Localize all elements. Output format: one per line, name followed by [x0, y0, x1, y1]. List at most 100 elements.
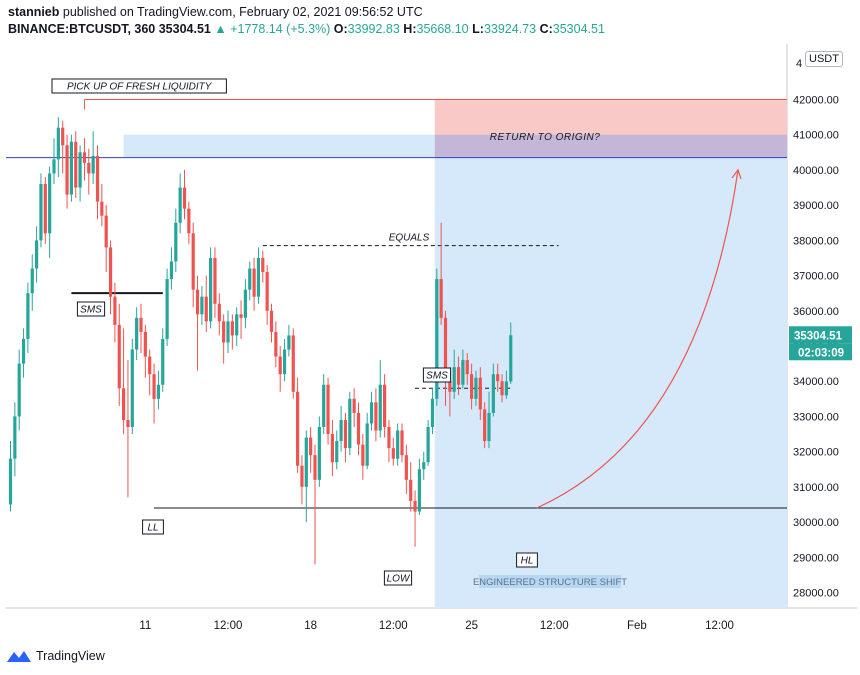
candle-body [404, 455, 408, 480]
candle-body [191, 233, 195, 290]
candle-body [269, 310, 274, 332]
candle-body [122, 388, 126, 420]
candle-body [282, 349, 287, 375]
candle-body [108, 247, 113, 297]
candle-body [30, 268, 34, 294]
footer-brand: TradingView [36, 649, 105, 663]
x-tick-label: 12:00 [214, 620, 243, 632]
candle-body [300, 465, 304, 487]
candle-body [95, 155, 100, 202]
candle-body [195, 289, 200, 315]
candle-body [378, 384, 382, 431]
candle-body [252, 268, 256, 297]
y-tick-partial: 4 [796, 58, 802, 70]
y-tick-label: 38000.00 [793, 235, 839, 247]
annotation-return-origin: RETURN TO ORIGIN? [490, 132, 601, 143]
annotation-ll: LL [147, 523, 158, 534]
candle-body [417, 469, 421, 512]
annotation-structure-shift: ENGINEERED STRUCTURE SHIFT [473, 577, 627, 588]
candle-body [43, 184, 47, 234]
candle-body [230, 321, 234, 336]
annotation-low-box [383, 570, 413, 586]
candle-body [396, 430, 400, 459]
candle-body [148, 356, 152, 375]
candle-body [465, 360, 469, 375]
candle-body [383, 384, 387, 427]
candle-body [361, 444, 365, 466]
publish-header: stannieb published on TradingView.com, F… [8, 5, 423, 19]
author-name[interactable]: stannieb [8, 5, 60, 19]
published-text: published on TradingView.com, February 0… [62, 5, 423, 19]
low-label: L: [472, 22, 484, 36]
candle-body [161, 338, 165, 385]
candle-body [248, 268, 252, 290]
projection-zone [434, 134, 787, 608]
candle-body [330, 434, 334, 463]
annotation-sms-mid: SMS [426, 371, 448, 382]
candle-body [261, 257, 265, 273]
candle-body [287, 335, 291, 350]
projection-arrowhead [731, 168, 742, 180]
candle-body [365, 423, 369, 466]
candle-body [52, 159, 56, 174]
liquidity-target-zone [434, 99, 787, 135]
candle-body [117, 324, 121, 389]
x-tick-label: 11 [139, 620, 151, 632]
annotation-equals: EQUALS [389, 233, 430, 244]
price-change: +1778.14 (+5.3%) [230, 22, 331, 36]
candle-body [487, 412, 491, 442]
candle-body [291, 335, 295, 392]
candle-body [39, 184, 43, 241]
candle-body [135, 317, 139, 350]
symbol-header: BINANCE:BTCUSDT, 360 35304.51 ▲ +1778.14… [8, 22, 605, 36]
candle-body [326, 384, 330, 435]
candle-body [443, 317, 448, 382]
candle-body [200, 296, 204, 315]
candle-body [413, 500, 417, 512]
currency-button[interactable]: USDT [805, 51, 843, 67]
candle-body [239, 314, 243, 318]
candle-body [322, 384, 326, 427]
low-value: 33924.73 [483, 22, 537, 36]
candle-body [130, 349, 134, 427]
candle-body [213, 257, 217, 304]
annotation-sms-left: SMS [80, 305, 102, 316]
candle-body [21, 338, 26, 364]
candle-body [430, 398, 435, 427]
candle-body [256, 257, 261, 297]
candle-body [82, 152, 87, 163]
y-tick-label: 33000.00 [793, 411, 839, 423]
candle-body [470, 374, 474, 399]
y-tick-label: 34000.00 [793, 376, 839, 388]
x-tick-label: 25 [465, 620, 478, 632]
y-tick-label: 31000.00 [793, 482, 839, 494]
last-price: 35304.51 [158, 22, 211, 36]
candle-body [478, 377, 482, 410]
annotation-sms-mid-box [422, 367, 452, 383]
candle-body [100, 201, 104, 216]
candle-body [156, 384, 160, 399]
last-price-label: 35304.51 [794, 330, 843, 342]
candle-body [243, 289, 247, 318]
x-tick-label: 12:00 [540, 620, 569, 632]
x-tick-label: Feb [627, 620, 647, 632]
y-tick-label: 40000.00 [793, 165, 839, 177]
candle-body [391, 448, 395, 459]
symbol-label: BINANCE:BTCUSDT, 360 [8, 22, 156, 36]
candle-body [78, 152, 82, 188]
overlap-zone [434, 134, 787, 158]
candle-body [217, 303, 221, 322]
close-label: C: [539, 22, 553, 36]
candle-body [165, 279, 169, 339]
candle-body [426, 426, 430, 463]
candle-body [356, 412, 361, 445]
candle-body [278, 356, 282, 375]
y-tick-label: 39000.00 [793, 200, 839, 212]
annotation-sms-left-box [76, 301, 106, 317]
candle-body [222, 321, 226, 343]
candle-body [274, 331, 278, 357]
last-price-tag [789, 326, 852, 344]
x-tick-label: 18 [304, 620, 317, 632]
candle-body [343, 419, 348, 449]
